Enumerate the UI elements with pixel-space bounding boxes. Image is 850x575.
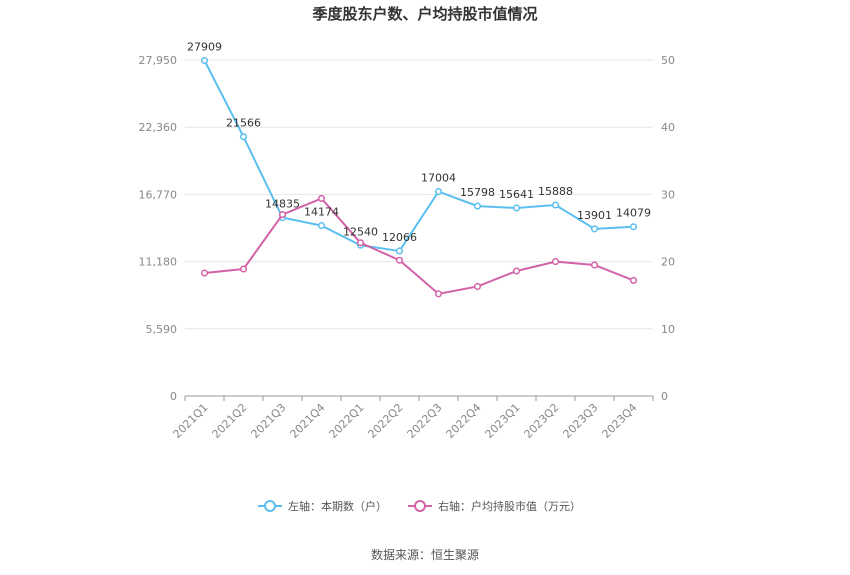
- data-point[interactable]: [239, 133, 248, 141]
- data-point[interactable]: [590, 225, 599, 233]
- left-tick-label: 5,590: [146, 323, 178, 336]
- left-tick-label: 27,950: [139, 54, 178, 67]
- x-axis: 2021Q12021Q22021Q32021Q42022Q12022Q22022…: [171, 395, 654, 441]
- data-point[interactable]: [278, 211, 287, 219]
- x-tick-label: 2023Q2: [522, 401, 562, 441]
- data-point[interactable]: [551, 201, 560, 209]
- data-point[interactable]: [356, 239, 365, 247]
- data-point[interactable]: [395, 256, 404, 264]
- x-tick-label: 2021Q4: [288, 401, 328, 441]
- series-line-1: [203, 60, 634, 253]
- data-point[interactable]: [434, 188, 443, 196]
- left-tick-label: 22,360: [139, 121, 178, 134]
- data-point[interactable]: [473, 282, 482, 291]
- x-tick-label: 2022Q3: [405, 401, 445, 441]
- x-tick-label: 2022Q4: [444, 401, 484, 441]
- data-label: 15641: [499, 188, 534, 201]
- x-tick-label: 2021Q3: [249, 401, 289, 441]
- x-tick-label: 2022Q1: [327, 401, 367, 441]
- left-tick-label: 0: [170, 390, 177, 403]
- chart-title: 季度股东户数、户均持股市值情况: [312, 5, 537, 23]
- series-layer: [200, 56, 638, 298]
- x-tick-label: 2021Q1: [171, 401, 211, 441]
- left-axis: 0 5,590 11,180 16,770 22,360 27,950: [139, 54, 178, 403]
- left-tick-label: 16,770: [139, 188, 178, 201]
- data-point[interactable]: [629, 276, 638, 284]
- data-point[interactable]: [395, 247, 404, 255]
- right-tick-label: 30: [661, 188, 675, 201]
- data-label: 27909: [187, 40, 222, 53]
- data-point[interactable]: [512, 267, 521, 275]
- data-point[interactable]: [317, 194, 326, 202]
- data-point[interactable]: [551, 258, 560, 266]
- data-label: 14174: [304, 206, 339, 219]
- right-axis: 0 10 20 30 40 50: [661, 54, 675, 403]
- data-label: 12066: [382, 231, 417, 244]
- right-tick-label: 10: [661, 323, 675, 336]
- series-line-2: [204, 197, 634, 295]
- legend-marker-households: [264, 500, 276, 512]
- data-point[interactable]: [239, 265, 248, 273]
- data-label: 17004: [421, 172, 456, 185]
- data-label: 15888: [538, 185, 573, 198]
- grid: [185, 59, 653, 330]
- data-point[interactable]: [200, 56, 209, 65]
- data-label: 12540: [343, 225, 378, 238]
- data-label: 14079: [616, 207, 651, 220]
- x-tick-label: 2023Q3: [561, 401, 601, 441]
- legend-item-households[interactable]: 左轴：本期数（户）: [258, 499, 387, 513]
- right-tick-label: 40: [661, 121, 675, 134]
- legend-marker-avg-value: [414, 500, 426, 512]
- data-point[interactable]: [434, 290, 443, 298]
- data-label: 21566: [226, 117, 261, 130]
- legend-label-avg-value: 右轴：户均持股市值（万元）: [438, 499, 581, 513]
- x-tick-label: 2022Q2: [366, 401, 406, 441]
- data-label: 14835: [265, 198, 300, 211]
- data-point[interactable]: [629, 223, 638, 231]
- data-point[interactable]: [200, 269, 209, 277]
- left-tick-label: 11,180: [139, 256, 178, 269]
- source-text: 数据来源：恒生聚源: [371, 547, 479, 562]
- legend-label-households: 左轴：本期数（户）: [288, 499, 387, 513]
- data-label: 13901: [577, 209, 612, 222]
- data-label: 15798: [460, 186, 495, 199]
- data-labels: 27909 21566 14835 14174 12540 12066 17004 15798…: [187, 40, 651, 243]
- right-tick-label: 0: [661, 390, 668, 403]
- legend-item-avg-value[interactable]: 右轴：户均持股市值（万元）: [408, 499, 581, 513]
- x-tick-label: 2021Q2: [210, 401, 250, 441]
- right-tick-label: 50: [661, 54, 675, 67]
- x-tick-label: 2023Q4: [600, 401, 640, 441]
- data-point[interactable]: [473, 202, 482, 210]
- legend[interactable]: 左轴：本期数（户） 右轴：户均持股市值（万元）: [258, 499, 581, 513]
- x-tick-label: 2023Q1: [483, 401, 523, 441]
- data-point[interactable]: [590, 261, 599, 269]
- right-tick-label: 20: [661, 256, 675, 269]
- data-point[interactable]: [317, 222, 326, 230]
- data-point[interactable]: [512, 204, 521, 212]
